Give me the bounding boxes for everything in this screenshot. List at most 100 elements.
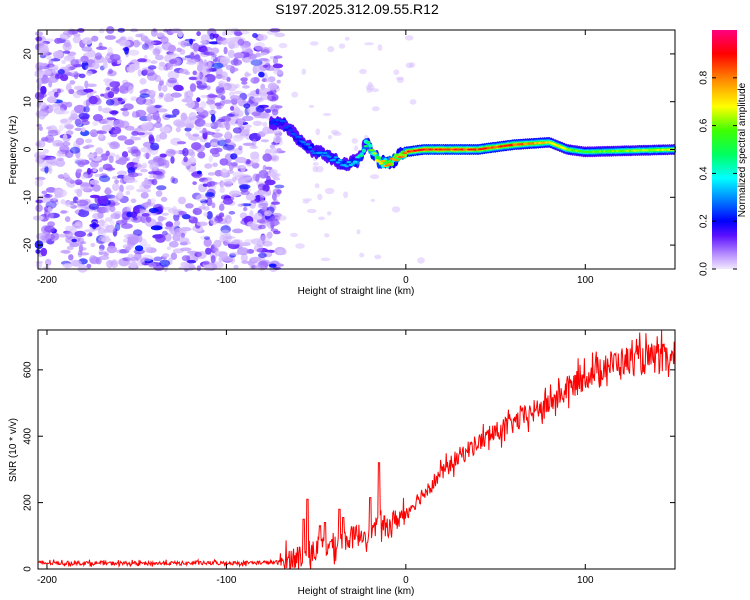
noise-blob (226, 83, 237, 92)
noise-blob (41, 190, 48, 195)
noise-blob (228, 210, 236, 215)
noise-blob (215, 128, 221, 132)
noise-blob (208, 155, 213, 163)
noise-blob (262, 240, 273, 247)
noise-blob (211, 47, 220, 54)
noise-blob (237, 119, 244, 127)
colorbar-tick-label: 0.6 (699, 118, 710, 132)
noise-blob (241, 81, 248, 85)
noise-blob (108, 68, 113, 75)
noise-blob (253, 244, 263, 253)
snr-x-ticks: -200 -100 0 100 (37, 330, 594, 586)
noise-blob (262, 164, 267, 172)
noise-blob (238, 145, 243, 151)
noise-blob (409, 99, 417, 105)
noise-blob (249, 256, 262, 262)
noise-blob (45, 258, 51, 266)
noise-blob (101, 237, 112, 243)
noise-blob (147, 149, 154, 154)
noise-blob (81, 61, 89, 70)
noise-blob (106, 164, 113, 172)
noise-blob (356, 229, 361, 235)
ridge-cell (353, 160, 358, 163)
noise-blob (262, 121, 268, 127)
ridge-cell (307, 146, 313, 149)
noise-blob (327, 211, 332, 216)
noise-blob (69, 71, 78, 75)
noise-blob (216, 88, 226, 96)
noise-blob (186, 250, 199, 254)
noise-blob (159, 132, 168, 140)
noise-blob (204, 142, 211, 149)
noise-blob (204, 163, 213, 169)
noise-blob (196, 31, 201, 37)
noise-blob (315, 166, 324, 173)
noise-blob (38, 161, 49, 168)
noise-blob (150, 225, 163, 231)
noise-blob (55, 189, 67, 198)
noise-blob (136, 188, 144, 193)
noise-blob (272, 192, 277, 201)
noise-blob (78, 112, 90, 120)
ridge-cell (381, 159, 386, 163)
noise-blob (218, 80, 225, 88)
y-tick-label: 20 (23, 48, 34, 60)
noise-blob (175, 121, 187, 128)
ridge-cell (292, 133, 298, 136)
noise-blob (176, 211, 187, 216)
noise-blob (113, 86, 120, 95)
noise-blob (85, 99, 90, 107)
noise-blob (129, 234, 140, 244)
noise-blob (78, 73, 86, 79)
noise-blob (144, 246, 151, 253)
noise-blob (65, 124, 74, 130)
noise-blob (157, 157, 167, 166)
noise-blob (188, 157, 197, 165)
noise-blob (144, 41, 157, 45)
noise-blob (153, 122, 163, 129)
noise-blob (51, 67, 59, 74)
noise-blob (247, 260, 254, 266)
noise-blob (237, 203, 244, 207)
noise-blob (251, 92, 257, 96)
noise-blob (114, 179, 119, 184)
spectrogram-x-ticks: -200 -100 0 100 (37, 30, 594, 286)
noise-blob (155, 134, 161, 143)
noise-blob (132, 111, 137, 118)
noise-blob (60, 74, 69, 82)
noise-blob (230, 153, 238, 160)
noise-blob (343, 191, 349, 199)
noise-blob (80, 55, 89, 63)
noise-blob (98, 251, 104, 255)
noise-blob (104, 35, 116, 40)
ridge-cell (282, 120, 287, 123)
noise-blob (64, 201, 75, 207)
noise-blob (89, 179, 99, 185)
noise-blob (184, 103, 195, 107)
noise-blob (315, 128, 321, 136)
noise-blob (252, 97, 264, 103)
y-tick-label: -20 (23, 237, 34, 252)
noise-blob (130, 135, 135, 140)
noise-blob (145, 216, 152, 223)
noise-blob (92, 121, 99, 126)
noise-blob (229, 252, 241, 256)
noise-blob (89, 160, 99, 168)
noise-blob (130, 198, 137, 204)
noise-blob (192, 181, 197, 186)
noise-blob (222, 144, 235, 151)
noise-blob (96, 46, 108, 51)
noise-blob (134, 109, 147, 118)
noise-blob (145, 90, 157, 95)
noise-blob (203, 122, 215, 127)
noise-blob (244, 58, 252, 63)
noise-blob (99, 200, 107, 205)
ridge-cell (322, 151, 328, 155)
noise-blob (80, 182, 92, 192)
noise-blob (173, 84, 184, 92)
noise-blob (101, 107, 112, 114)
noise-blob (42, 148, 50, 154)
ridge-cell (318, 151, 323, 154)
noise-blob (46, 55, 52, 60)
noise-blob (166, 246, 172, 251)
